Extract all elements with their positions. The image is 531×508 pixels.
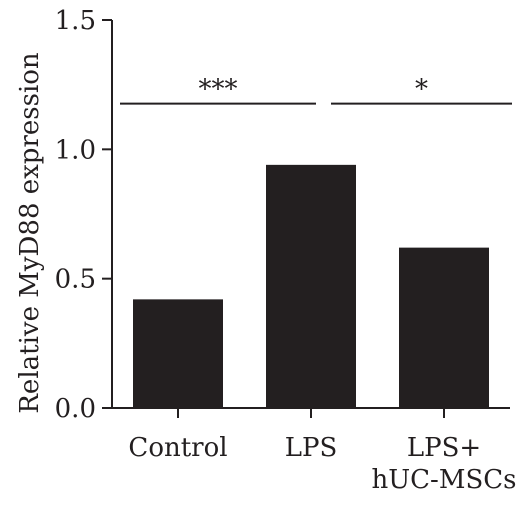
- bar: [266, 164, 356, 408]
- axes: 0.0 0.5 1.0 1.5 Control LPS LPS+hUC-MSCs: [55, 6, 517, 495]
- x-tick-label: LPS+: [407, 433, 481, 463]
- y-axis-label: Relative MyD88 expression: [15, 52, 45, 414]
- bar: [133, 299, 223, 408]
- y-tick-label: 1.5: [55, 6, 96, 36]
- y-tick-label: 0.5: [55, 265, 96, 295]
- x-tick-label: LPS: [285, 433, 338, 463]
- bars: [133, 164, 489, 408]
- y-tick-label: 0.0: [55, 394, 96, 424]
- significance-label: ***: [199, 75, 238, 105]
- y-tick-label: 1.0: [55, 135, 96, 165]
- x-tick-label: Control: [128, 433, 227, 463]
- bar: [399, 247, 489, 408]
- significance-label: *: [415, 75, 428, 105]
- significance-annotations: *** *: [120, 75, 512, 105]
- x-tick-label: hUC-MSCs: [371, 465, 516, 495]
